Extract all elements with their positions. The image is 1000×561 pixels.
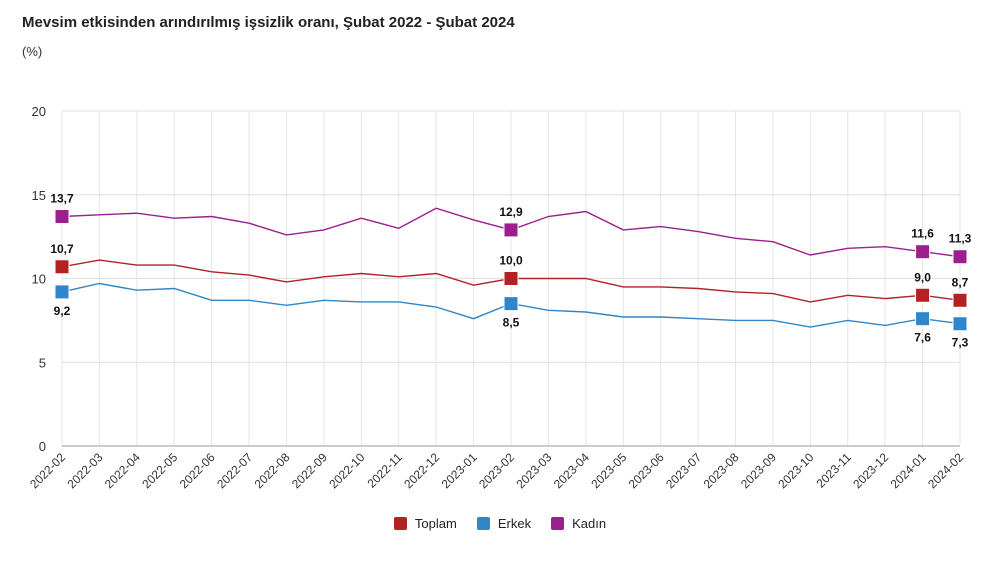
x-tick-label: 2024-01	[888, 450, 929, 491]
unit-label: (%)	[22, 44, 43, 59]
x-tick-label: 2023-02	[476, 450, 517, 491]
legend-label: Kadın	[572, 516, 607, 531]
legend-label: Erkek	[497, 516, 532, 531]
x-tick-label: 2023-05	[588, 450, 629, 491]
x-tick-label: 2023-06	[626, 450, 667, 491]
data-label: 9,0	[914, 270, 931, 284]
data-point-marker	[952, 316, 968, 332]
x-tick-label: 2022-12	[401, 450, 442, 491]
legend-item-erkek[interactable]: Erkek	[476, 516, 532, 531]
x-tick-label: 2022-07	[214, 450, 255, 491]
data-point-marker	[952, 249, 968, 265]
x-tick-label: 2022-03	[64, 450, 105, 491]
data-label: 8,5	[503, 316, 520, 330]
x-tick-label: 2023-01	[439, 450, 480, 491]
data-label: 9,2	[54, 304, 71, 318]
x-tick-label: 2022-05	[139, 450, 180, 491]
data-point-marker	[54, 209, 70, 225]
x-tick-label: 2022-08	[252, 450, 293, 491]
data-label: 12,9	[499, 205, 523, 219]
x-tick-label: 2023-03	[513, 450, 554, 491]
legend-swatch	[551, 517, 565, 530]
x-tick-label: 2023-08	[701, 450, 742, 491]
data-label: 8,7	[952, 275, 969, 289]
data-label: 13,7	[50, 192, 74, 206]
y-tick-label: 0	[39, 439, 46, 454]
x-tick-label: 2022-04	[102, 450, 143, 491]
data-label: 10,0	[499, 254, 523, 268]
x-tick-label: 2023-04	[551, 450, 592, 491]
data-label: 10,7	[50, 242, 74, 256]
y-tick-label: 5	[39, 355, 46, 370]
x-tick-label: 2022-11	[364, 450, 405, 491]
x-tick-label: 2023-11	[813, 450, 854, 491]
legend-label: Toplam	[414, 516, 457, 531]
x-tick-label: 2023-12	[850, 450, 891, 491]
y-tick-label: 15	[32, 188, 46, 203]
y-tick-label: 10	[32, 272, 46, 287]
data-label: 7,3	[952, 336, 969, 350]
legend-item-toplam[interactable]: Toplam	[393, 516, 457, 531]
x-tick-label: 2022-10	[326, 450, 367, 491]
data-point-marker	[503, 271, 519, 286]
data-point-marker	[915, 311, 931, 327]
legend-swatch	[393, 517, 407, 530]
x-tick-label: 2022-09	[289, 450, 330, 491]
x-tick-label: 2023-09	[738, 450, 779, 491]
x-tick-label: 2023-10	[775, 450, 816, 491]
data-point-marker	[503, 296, 519, 312]
y-tick-label: 20	[32, 104, 46, 119]
data-label: 11,3	[949, 232, 972, 246]
data-point-marker	[915, 244, 931, 260]
data-point-marker	[952, 292, 968, 308]
data-label: 11,6	[911, 227, 934, 241]
data-point-marker	[503, 222, 519, 238]
chart-title: Mevsim etkisinden arındırılmış işsizlik …	[22, 14, 515, 31]
legend-item-kadın[interactable]: Kadın	[551, 516, 606, 531]
x-tick-label: 2024-02	[925, 450, 966, 491]
data-point-marker	[54, 259, 70, 275]
legend-swatch	[476, 517, 490, 530]
data-point-marker	[915, 287, 931, 303]
data-point-marker	[54, 284, 70, 300]
data-label: 7,6	[914, 331, 931, 345]
x-tick-label: 2022-06	[177, 450, 218, 491]
x-tick-label: 2023-07	[663, 450, 704, 491]
legend: Toplam Erkek Kadın	[0, 516, 1000, 531]
x-tick-label: 2022-02	[27, 450, 68, 491]
